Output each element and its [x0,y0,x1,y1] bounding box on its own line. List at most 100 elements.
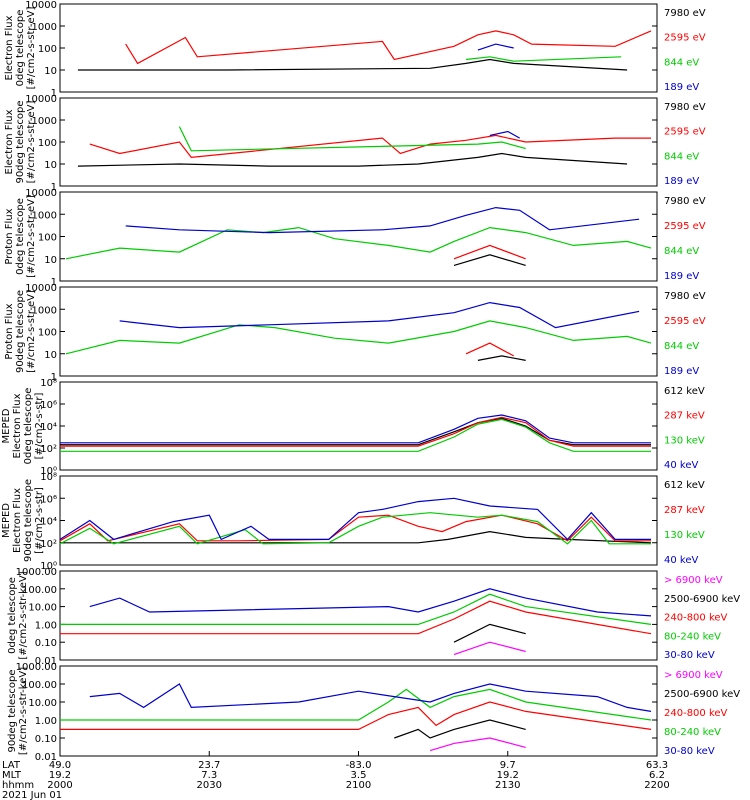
series-line-844-ev [65,226,652,260]
x-tick-lat: -83.0 [346,760,372,771]
x-row-label: MLT [2,770,22,781]
legend-entry: 130 keV [664,435,705,446]
legend-entry: 2595 eV [664,221,706,232]
y-tick-label: 10² [40,444,57,455]
y-axis-label: 90deg telescope [15,290,26,373]
legend-entry: 189 eV [664,176,699,187]
y-tick-label: 10000 [25,0,57,11]
x-tick-mlt: 3.5 [351,770,367,781]
series-line-40-kev [59,497,651,541]
y-axis-label: [#/cm2-s-str] [34,487,45,554]
series-line-844-ev [178,126,526,152]
y-axis-label: Electron Flux [12,488,23,553]
series-line-2595-ev [453,244,526,260]
panel-7: 1000.00 100.00 10.00 1.00 0.10 0.01 0deg teles… [7,567,740,667]
series-line-844-ev [465,56,622,62]
y-tick-label: 0.01 [35,752,57,763]
series-line-30-80-kev [89,683,652,712]
series-line-189-ev [477,43,514,51]
legend-entry: 240-800 keV [664,708,728,719]
panel-frame [59,475,658,566]
series-line-7980-ev [77,152,628,167]
y-tick-label: 100 [38,138,57,149]
y-tick-label: 1000 [32,22,57,33]
panel-frame [59,570,658,661]
y-tick-label: 1000.00 [16,567,57,578]
x-row-label: LAT [2,760,21,771]
x-tick-lat: 23.7 [198,760,220,771]
panel-frame [59,381,658,471]
series-line-40-kev [60,414,651,444]
x-axis-date: 2021 Jun 01 [2,790,62,800]
y-tick-label: 10.00 [28,698,57,709]
legend-entry: > 6900 keV [664,575,723,586]
legend-entry: 30-80 keV [664,650,715,661]
y-axis-label: 0deg telescope [23,388,34,465]
y-tick-label: 10⁴ [40,422,57,433]
y-axis-label: 90deg telescope [23,479,34,562]
y-tick-label: 0.10 [35,638,57,649]
panel-frame [59,665,658,757]
panel-3: 10000 1000 100 10 1 Proton Flux 0deg telescope… [4,188,706,288]
legend-entry: 287 keV [664,411,705,422]
y-axis-label: [#/cm2-s-str-keV] [18,571,29,659]
series-line-2595-ev [465,342,514,357]
y-axis-label: [#/cm2-s-str] [34,392,45,459]
x-tick-lat: 49.0 [49,760,71,771]
series-line-130-kev [60,418,651,452]
series-line-240-800-kev [60,701,652,731]
series-line-240-800-kev [60,600,652,635]
y-axis-label: Proton Flux [4,303,15,359]
y-axis-label: 90deg telescope [15,100,26,183]
x-tick-time: 2200 [644,780,669,791]
y-axis-label: Electron Flux [4,15,15,80]
x-tick-mlt: 7.3 [201,770,217,781]
y-tick-label: 10² [40,539,57,550]
y-tick-label: 100.00 [22,585,57,596]
x-tick-mlt: 6.2 [649,770,665,781]
legend-entry: 80-240 keV [664,631,721,642]
series-line--6900-kev [453,641,526,656]
legend-entry: 7980 eV [664,291,706,302]
y-axis-label: [#/cm2-s-str-eV] [26,290,37,373]
y-axis-label: [#/cm2-s-str-eV] [26,195,37,278]
y-tick-label: 10⁸ [40,472,57,483]
y-tick-label: 1.00 [35,620,57,631]
y-tick-label: 100 [38,44,57,55]
legend-entry: 30-80 keV [664,746,715,757]
y-tick-label: 10 [44,350,57,361]
series-line-130-kev [59,512,651,545]
series-line-2500-6900-kev [394,719,526,739]
y-tick-label: 1 [51,277,57,288]
panel-6: 10⁸ 10⁶ 10⁴ 10² 10⁰ MEPED Electron Flux 90deg t… [1,472,705,572]
legend-entry: 2595 eV [664,33,706,44]
panel-4: 10000 1000 100 10 1 Proton Flux 90deg telescop… [4,283,706,383]
legend-entry: > 6900 keV [664,670,723,681]
legend-entry: 7980 eV [664,8,706,19]
y-tick-label: 1000.00 [16,662,57,673]
y-tick-label: 0.01 [35,656,57,667]
legend-entry: 2500-6900 keV [664,594,740,605]
panel-2: 10000 1000 100 10 1 Electron Flux 90deg telesc… [4,94,706,193]
x-tick-time: 2000 [47,780,72,791]
y-axis-label: 90deg telescope [7,669,18,752]
x-tick-mlt: 19.2 [497,770,519,781]
y-axis-label: Electron Flux [12,393,23,458]
y-tick-label: 10⁰ [40,561,57,572]
y-axis-label: [#/cm2-s-str-eV] [26,7,37,90]
panel-frame [59,97,658,187]
legend-entry: 612 keV [664,386,705,397]
legend-entry: 2595 eV [664,127,706,138]
series-line-189-ev [489,130,520,139]
legend-entry: 7980 eV [664,102,706,113]
y-tick-label: 10000 [25,94,57,105]
x-tick-time: 2100 [346,780,371,791]
panel-8: 1000.00 100.00 10.00 1.00 0.10 0.01 90deg tele… [7,662,740,763]
x-axis-labels: 49.019.2200023.77.32030-83.03.521009.719… [2,751,670,800]
y-tick-label: 10⁶ [40,400,57,411]
legend-entry: 189 eV [664,82,699,93]
series-line-7980-ev [453,254,526,266]
y-tick-label: 1 [51,372,57,383]
panel-frame [59,191,658,282]
